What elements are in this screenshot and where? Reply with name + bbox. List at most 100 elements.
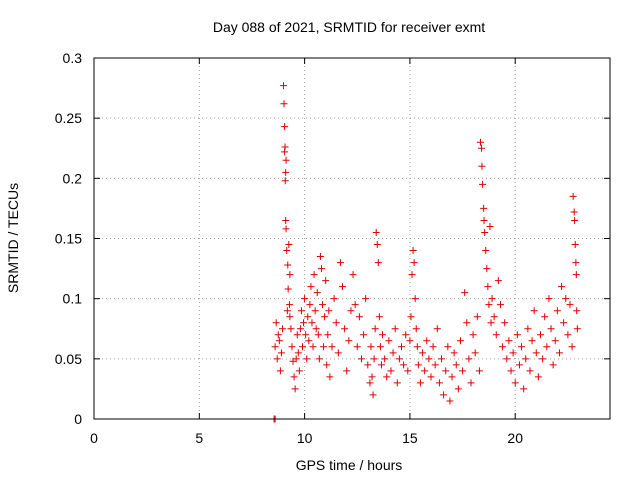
- data-point-marker: [379, 331, 387, 339]
- data-point-marker: [494, 277, 502, 285]
- data-point-marker: [397, 343, 405, 351]
- data-point-marker: [283, 247, 291, 255]
- data-point-marker: [547, 325, 555, 333]
- data-point-marker: [300, 319, 308, 327]
- data-point-marker: [408, 271, 416, 279]
- data-point-marker: [483, 265, 491, 273]
- data-point-marker: [425, 355, 433, 363]
- data-point-marker: [480, 216, 488, 224]
- data-point-marker: [377, 361, 385, 369]
- data-point-marker: [522, 355, 530, 363]
- data-point-marker: [573, 307, 581, 315]
- axis-ticks: [93, 57, 610, 420]
- data-point-marker: [566, 301, 574, 309]
- data-point-marker: [353, 343, 361, 351]
- data-point-marker: [463, 319, 471, 327]
- data-point-marker: [306, 301, 314, 309]
- data-point-marker: [520, 385, 528, 393]
- data-point-marker: [308, 319, 316, 327]
- data-point-marker: [316, 253, 324, 261]
- data-point-marker: [360, 331, 368, 339]
- data-point-marker: [293, 331, 301, 339]
- data-point-marker: [484, 283, 492, 291]
- data-point-marker: [315, 355, 323, 363]
- data-point-marker: [355, 313, 363, 321]
- data-point-marker: [319, 301, 327, 309]
- data-point-marker: [323, 361, 331, 369]
- data-point-marker: [309, 343, 317, 351]
- data-point-marker: [383, 373, 391, 381]
- data-point-marker: [442, 367, 450, 375]
- data-point-marker: [339, 283, 347, 291]
- data-point-marker: [402, 331, 410, 339]
- data-point-marker: [282, 168, 290, 176]
- data-point-marker: [282, 225, 290, 233]
- data-point-marker: [534, 373, 542, 381]
- data-point-marker: [541, 313, 549, 321]
- data-point-marker: [290, 373, 298, 381]
- data-point-marker: [433, 325, 441, 333]
- data-point-marker: [285, 301, 293, 309]
- data-point-marker: [393, 379, 401, 387]
- data-point-marker: [414, 361, 422, 369]
- data-point-marker: [444, 343, 452, 351]
- data-point-marker: [406, 337, 414, 345]
- data-point-marker: [570, 208, 578, 216]
- x-axis-title: GPS time / hours: [296, 457, 403, 473]
- data-point-marker: [553, 307, 561, 315]
- data-point-marker: [571, 241, 579, 249]
- data-point-marker: [330, 295, 338, 303]
- data-point-marker: [321, 313, 329, 321]
- data-point-marker: [478, 144, 486, 152]
- data-point-marker: [423, 337, 431, 345]
- data-point-marker: [564, 331, 572, 339]
- data-point-marker: [274, 331, 282, 339]
- data-point-marker: [345, 337, 353, 345]
- data-point-marker: [282, 156, 290, 164]
- data-point-marker: [376, 343, 384, 351]
- data-point-marker: [478, 162, 486, 170]
- data-point-marker: [461, 289, 469, 297]
- data-point-marker: [475, 367, 483, 375]
- data-point-marker: [465, 355, 473, 363]
- data-point-marker: [292, 355, 300, 363]
- data-point-marker: [487, 319, 495, 327]
- y-tick-label: 0.15: [55, 231, 82, 247]
- data-point-marker: [297, 307, 305, 315]
- x-tick-label: 5: [195, 430, 203, 446]
- data-point-marker: [467, 379, 475, 387]
- y-axis-title: SRMTID / TECUs: [5, 183, 21, 293]
- data-point-marker: [501, 319, 509, 327]
- data-point-marker: [391, 325, 399, 333]
- data-point-marker: [450, 349, 458, 357]
- data-point-marker: [369, 391, 377, 399]
- data-point-marker: [320, 343, 328, 351]
- data-point-marker: [296, 325, 304, 333]
- axis-tick-labels: 0 5 10 15 20 0 0.05 0.1 0.15 0.2 0.25 0.3: [55, 50, 523, 446]
- data-point-marker: [301, 295, 309, 303]
- data-point-marker: [343, 367, 351, 375]
- data-point-marker: [518, 343, 526, 351]
- y-tick-label: 0: [74, 411, 82, 427]
- data-point-marker: [486, 222, 494, 230]
- data-point-marker: [284, 261, 292, 269]
- x-tick-label: 20: [507, 430, 523, 446]
- data-point-marker: [283, 307, 291, 315]
- data-point-marker: [347, 307, 355, 315]
- data-point-marker: [302, 331, 310, 339]
- data-point-marker: [336, 259, 344, 267]
- data-point-marker: [303, 355, 311, 363]
- y-tick-label: 0.1: [63, 291, 83, 307]
- data-point-marker: [349, 271, 357, 279]
- data-point-marker: [539, 355, 547, 363]
- data-point-marker: [471, 349, 479, 357]
- data-point-marker: [571, 216, 579, 224]
- data-point-marker: [291, 385, 299, 393]
- data-point-marker: [511, 379, 519, 387]
- data-point-marker: [459, 367, 467, 375]
- data-point-marker: [370, 355, 378, 363]
- data-point-marker: [324, 331, 332, 339]
- data-point-marker: [287, 325, 295, 333]
- grid-lines: [94, 58, 610, 419]
